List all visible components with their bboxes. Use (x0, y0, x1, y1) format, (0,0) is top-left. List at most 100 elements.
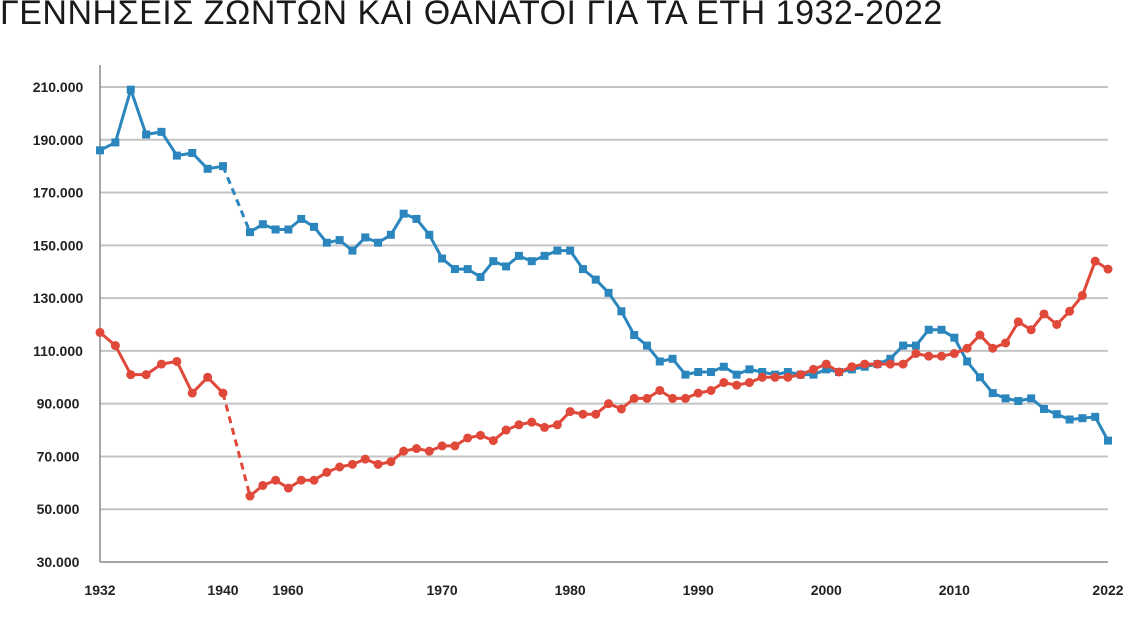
data-point (1001, 338, 1011, 348)
data-point (399, 446, 409, 456)
data-point (476, 273, 485, 281)
data-point (604, 288, 613, 297)
x-tick-labels: 1932 1940 1960 1970 1980 1990 2000 2010 2022 (84, 582, 1123, 598)
data-point (450, 265, 459, 274)
data-point (322, 467, 332, 477)
x-tick-label: 1970 (427, 582, 458, 598)
data-point (386, 230, 395, 239)
data-point (361, 233, 370, 242)
data-point (437, 441, 447, 451)
data-point (335, 462, 345, 472)
data-point (668, 354, 677, 363)
data-point (1091, 412, 1100, 421)
data-point (975, 373, 984, 382)
data-point (745, 365, 754, 374)
data-point (157, 127, 166, 136)
data-point (617, 307, 626, 316)
y-tick-label: 190.000 (33, 132, 84, 148)
data-point (758, 368, 767, 376)
chart-title: ΓΕΝΝΗΣΕΙΣ ΖΩΝΤΩΝ ΚΑΙ ΘΑΝΑΤΟΙ ΓΙΑ ΤΑ ΕΤΗ … (0, 0, 943, 32)
data-point (501, 425, 511, 435)
data-point (463, 265, 472, 274)
series-gap-line (221, 165, 252, 233)
data-point (246, 228, 254, 237)
data-point (245, 491, 255, 501)
data-point (796, 370, 806, 380)
data-point (374, 238, 383, 247)
data-point (732, 380, 742, 390)
data-point (258, 480, 268, 490)
data-point (988, 343, 998, 353)
series (95, 85, 1113, 501)
data-point (783, 368, 792, 376)
data-point (834, 367, 844, 377)
data-point (924, 325, 933, 334)
data-point (899, 341, 908, 350)
data-point (1065, 306, 1075, 316)
data-point (552, 420, 562, 430)
data-point (694, 368, 703, 376)
data-point (950, 333, 959, 342)
data-point (95, 327, 105, 337)
data-point (898, 359, 908, 369)
data-point (373, 459, 383, 469)
series-gap-line (221, 392, 252, 497)
data-point (411, 444, 421, 454)
data-point (527, 417, 537, 427)
gridlines (100, 86, 1108, 511)
data-point (296, 475, 306, 485)
data-point (1013, 317, 1023, 327)
data-point (565, 407, 575, 417)
data-point (218, 388, 228, 398)
data-point (1026, 325, 1036, 335)
data-point (1104, 436, 1112, 445)
y-tick-label: 150.000 (33, 237, 84, 253)
data-point (347, 459, 357, 469)
data-point (488, 436, 498, 446)
x-tick-label: 2010 (939, 582, 970, 598)
data-point (1065, 415, 1074, 424)
data-point (141, 370, 151, 380)
data-point (770, 372, 780, 382)
data-point (604, 399, 614, 409)
data-point (126, 370, 136, 380)
series-line (249, 212, 1110, 442)
y-tick-label: 70.000 (37, 448, 80, 464)
data-point (450, 441, 460, 451)
data-point (111, 138, 120, 147)
data-point (1039, 309, 1049, 319)
data-point (975, 330, 985, 340)
data-point (386, 457, 396, 467)
data-point (527, 257, 536, 266)
data-point (188, 148, 197, 157)
data-point (425, 230, 434, 239)
data-point (1090, 256, 1100, 266)
data-point (757, 372, 767, 382)
data-point (283, 483, 293, 493)
data-point (502, 262, 511, 271)
y-tick-label: 50.000 (37, 501, 80, 517)
data-point (489, 257, 498, 266)
data-point (271, 475, 281, 485)
data-point (655, 385, 665, 395)
data-point (566, 246, 575, 255)
data-point (949, 349, 959, 359)
data-point (937, 325, 946, 334)
data-point (1078, 414, 1087, 423)
data-point (591, 409, 601, 419)
data-point (885, 359, 895, 369)
data-point (1001, 394, 1010, 403)
data-point (655, 357, 664, 366)
data-point (630, 331, 639, 340)
data-point (732, 370, 741, 379)
data-point (693, 388, 703, 398)
data-point (96, 146, 104, 155)
y-tick-label: 30.000 (37, 554, 80, 570)
data-point (310, 222, 319, 231)
data-point (540, 251, 549, 260)
data-point (872, 359, 882, 369)
data-point (680, 393, 690, 403)
y-tick-labels: 30.000 50.000 70.000 90.000 110.000 130.000 15… (33, 79, 84, 570)
data-point (642, 341, 651, 350)
data-point (1052, 410, 1061, 419)
